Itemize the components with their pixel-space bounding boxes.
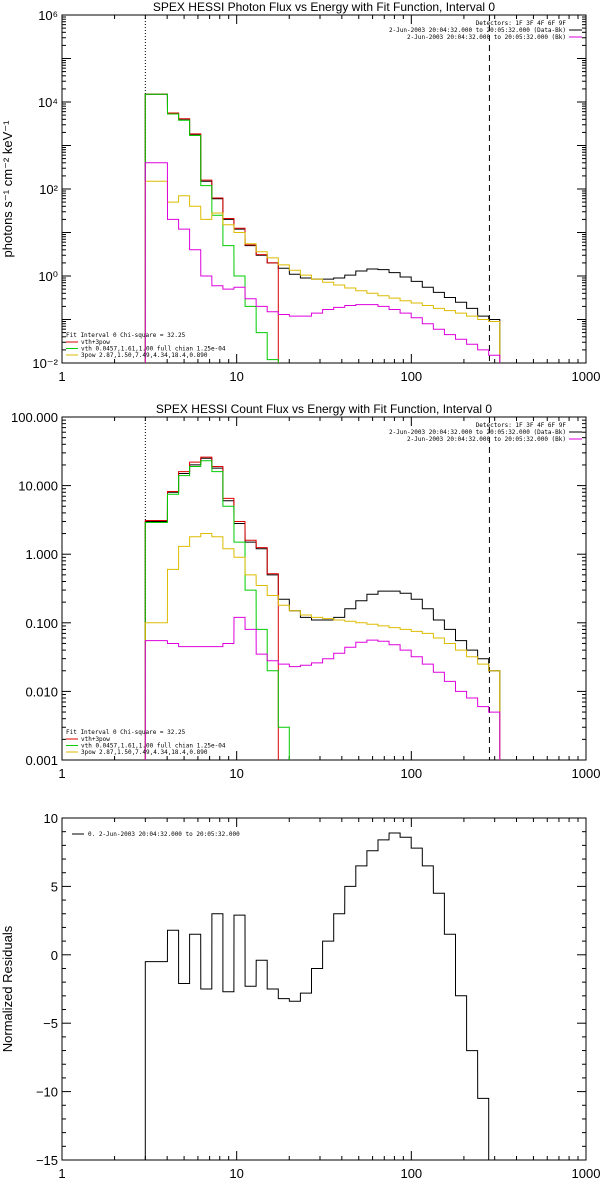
x-tick-label: 1000 — [572, 369, 600, 384]
legend-lower-entry: vth+3pow — [81, 736, 110, 743]
y-tick-label: −5 — [43, 1016, 58, 1031]
x-tick-label: 1 — [58, 766, 65, 781]
series-line — [144, 616, 501, 760]
legend-lower-entry: 3pow 2.87,1.50,7.49,4.34,18.4,0.890 — [81, 352, 208, 359]
x-tick-label: 10 — [229, 766, 243, 781]
series-line — [144, 533, 501, 760]
series-line — [144, 162, 501, 363]
series-line — [144, 180, 501, 363]
series-line — [144, 93, 279, 363]
series-line — [144, 456, 279, 760]
x-tick-label: 10 — [229, 369, 243, 384]
x-tick-label: 100 — [400, 766, 422, 781]
legend-upper-entry: Detectors: 1F 3F 4F 6F 9F — [476, 20, 567, 27]
plot-frame — [61, 817, 587, 1161]
x-tick-label: 1 — [58, 1166, 65, 1181]
series-line — [144, 93, 501, 363]
legend-upper-entry: 2-Jun-2003 20:04:32.000 to 20:05:32.000 … — [389, 429, 566, 436]
x-tick-label: 1000 — [572, 766, 600, 781]
plot-frame — [61, 14, 587, 364]
x-tick-label: 100 — [400, 369, 422, 384]
y-tick-label: 100.000 — [11, 410, 58, 425]
plot-frame — [61, 416, 587, 761]
y-tick-label: 10.000 — [18, 479, 58, 494]
y-axis-label: photons s⁻¹ cm⁻² keV⁻¹ — [0, 120, 15, 258]
y-tick-label: 5 — [51, 879, 58, 894]
residuals-panel: 1 10 100 1000 −15 −10 −5 0 5 10 Normalized Residua… — [0, 811, 600, 1181]
x-tick-label: 10 — [229, 1166, 243, 1181]
y-tick-label: 10⁻² — [32, 356, 58, 371]
photon-flux-panel: 1 10 100 1000 10⁻² 10⁰ 10² 10⁴ 10⁶ SPEX HESSI Pho… — [0, 0, 600, 384]
x-tick-label: 100 — [400, 1166, 422, 1181]
legend-lower-entry: vth 0.0457,1.61,1.00 full chian 1.25e-04 — [81, 346, 226, 353]
legend-lower-header: Fit Interval 0 Chi-square = 32.25 — [66, 332, 186, 339]
legend-lower-entry: vth 0.0457,1.61,1.00 full chian 1.25e-04 — [81, 743, 226, 750]
chart-title: SPEX HESSI Photon Flux vs Energy with Fi… — [153, 0, 495, 14]
y-tick-label: 10⁶ — [38, 8, 58, 23]
series-line — [144, 457, 501, 760]
y-tick-label: 10⁰ — [38, 269, 58, 284]
y-tick-label: 1.000 — [25, 547, 58, 562]
y-tick-label: 0.001 — [25, 753, 58, 768]
y-tick-label: 10 — [44, 811, 58, 826]
y-axis-label: Normalized Residuals — [0, 925, 15, 1052]
series-line — [144, 832, 500, 1160]
y-tick-label: 10² — [39, 182, 58, 197]
x-tick-label: 1 — [58, 369, 65, 384]
chart-title: SPEX HESSI Count Flux vs Energy with Fit… — [156, 402, 492, 416]
legend-upper-entry: 2-Jun-2003 20:04:32.000 to 20:05:32.000 … — [389, 27, 566, 34]
count-flux-panel: 1 10 100 1000 0.001 0.010 0.100 1.000 10.000 100.… — [11, 402, 600, 781]
legend-upper-entry: 2-Jun-2003 20:04:32.000 to 20:05:32.000 … — [407, 34, 566, 41]
x-tick-label: 1000 — [572, 1166, 600, 1181]
legend-lower-entry: vth+3pow — [81, 339, 110, 346]
y-tick-label: −10 — [36, 1085, 58, 1100]
legend-lower-entry: 3pow 2.87,1.50,7.49,4.34,18.4,0.890 — [81, 749, 208, 756]
y-tick-label: 0.100 — [25, 616, 58, 631]
legend-lower-header: Fit Interval 0 Chi-square = 32.25 — [66, 729, 186, 736]
series-line — [144, 93, 279, 363]
series-line — [144, 460, 290, 760]
legend-upper-entry: 2-Jun-2003 20:04:32.000 to 20:05:32.000 … — [407, 436, 566, 443]
y-tick-label: 0.010 — [25, 684, 58, 699]
legend-upper-entry: 0. 2-Jun-2003 20:04:32.000 to 20:05:32.0… — [88, 831, 240, 838]
legend-upper-entry: Detectors: 1F 3F 4F 6F 9F — [476, 422, 567, 429]
y-tick-label: 0 — [51, 948, 58, 963]
y-tick-label: −15 — [36, 1153, 58, 1168]
y-tick-label: 10⁴ — [38, 95, 58, 110]
